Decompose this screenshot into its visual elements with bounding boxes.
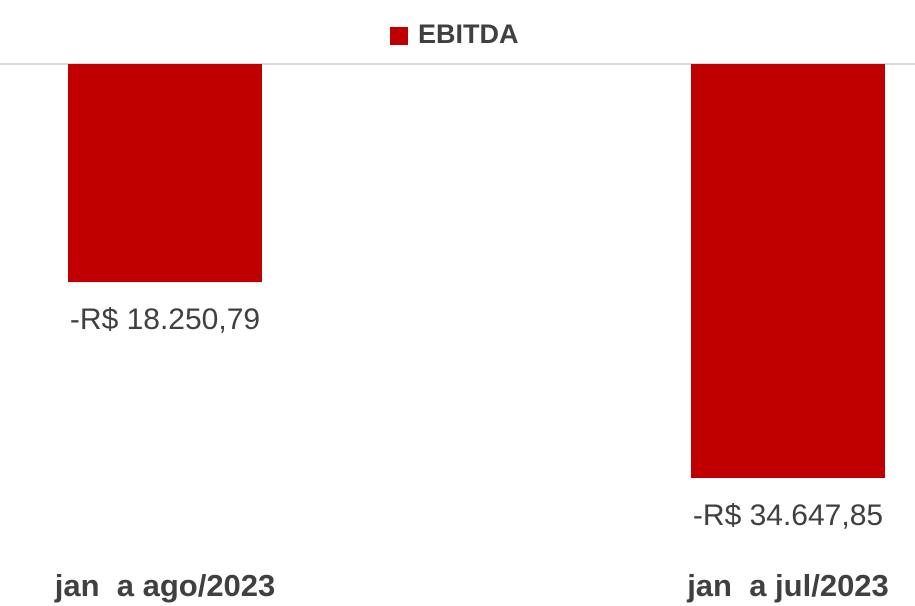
bar [68,64,262,283]
value-label: -R$ 34.647,85 [693,499,883,532]
legend-label: EBITDA [418,19,519,49]
value-label: -R$ 18.250,79 [70,303,260,336]
x-tick-label: jan a ago/2023 [54,568,276,603]
x-tick-label: jan a jul/2023 [686,568,889,603]
legend-swatch [390,27,408,45]
bar [691,64,885,478]
